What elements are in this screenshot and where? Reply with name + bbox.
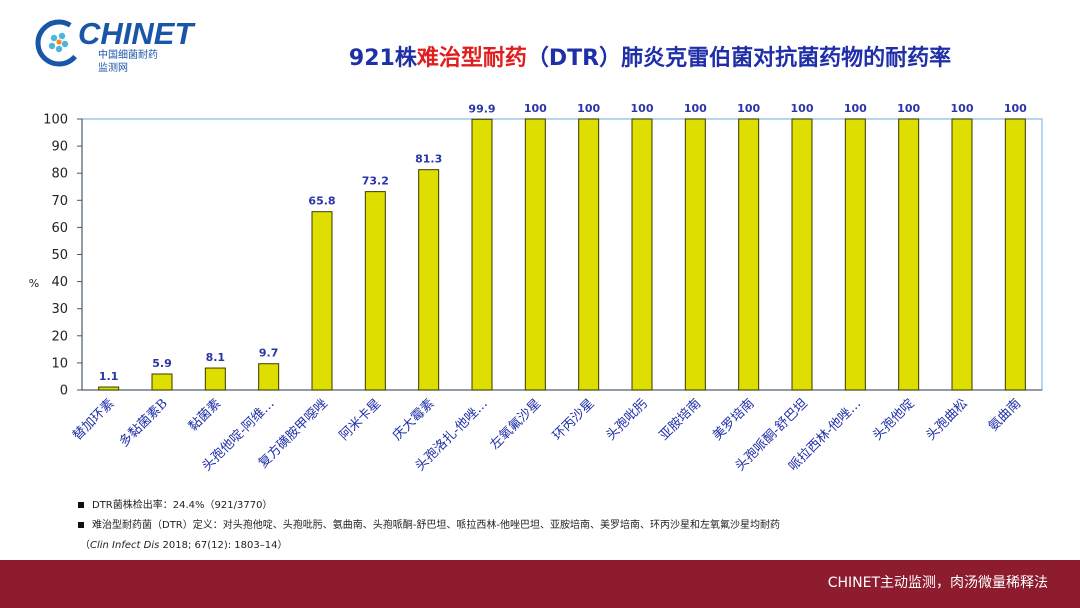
bar [578,118,600,391]
note-reference: （Clin Infect Dis 2018; 67(12): 1803–14） [78,536,780,556]
data-label: 100 [737,102,760,115]
y-tick-label: 50 [51,248,68,263]
bullet-icon [78,502,84,508]
data-label: 9.7 [259,347,279,360]
footer-text: CHINET主动监测，肉汤微量稀释法 [827,575,1048,591]
data-label: 100 [684,102,707,115]
category-label: 亚胺培南 [656,396,704,444]
data-label: 100 [524,102,547,115]
bar [951,118,973,391]
category-label: 阿米卡星 [337,396,384,443]
reference-details: 2018; 67(12): 1803–14） [159,540,288,551]
footer-bar: CHINET主动监测，肉汤微量稀释法 [0,560,1080,608]
reference-open: （ [80,540,90,551]
data-label: 81.3 [415,153,442,166]
bar [684,118,706,391]
slide-title: 921株难治型耐药（DTR）肺炎克雷伯菌对抗菌药物的耐药率 [0,44,1080,74]
plot-area [81,118,1043,391]
category-label: 头孢他啶 [870,396,917,443]
y-tick-label: 10 [51,356,68,371]
data-label: 100 [791,102,814,115]
note-detection-rate: DTR菌株检出率：24.4%（921/3770） [92,500,273,511]
data-label: 99.9 [468,102,495,115]
globe-icon [35,19,83,67]
bar [844,118,866,391]
bar [364,191,386,391]
y-tick-label: 20 [51,329,68,344]
category-label: 左氧氟沙星 [488,396,545,453]
data-label: 65.8 [308,195,335,208]
note-dtr-definition: 难治型耐药菌（DTR）定义：对头孢他啶、头孢吡肟、氨曲南、头孢哌酮-舒巴坦、哌拉… [92,520,780,531]
bar [791,118,813,391]
logo-subtitle-1: 中国细菌耐药 [98,50,158,61]
bullet-icon [78,522,84,528]
bar [204,367,226,391]
chinet-logo: CHINET 中国细菌耐药 监测网 [34,16,193,82]
y-tick-label: 80 [51,167,68,182]
y-axis-label: % [29,277,39,290]
data-label: 8.1 [206,351,226,364]
note-row-1: DTR菌株检出率：24.4%（921/3770） [78,496,780,516]
category-label: 美罗培南 [709,396,757,444]
bar [98,386,120,391]
category-label: 替加环素 [70,396,117,443]
bar [418,169,440,391]
bar [471,118,493,391]
data-label: 100 [1004,102,1027,115]
logo-brand: CHINET [78,16,194,51]
data-label: 5.9 [152,357,172,370]
bar [151,373,173,391]
title-part-2: 难治型耐药 [416,46,527,71]
notes-block: DTR菌株检出率：24.4%（921/3770） 难治型耐药菌（DTR）定义：对… [78,496,780,556]
reference-journal: Clin Infect Dis [90,540,160,551]
bar [524,118,546,391]
category-label: 环丙沙星 [550,396,597,443]
data-label: 100 [951,102,974,115]
category-label: 黏菌素 [185,396,224,435]
y-tick-label: 60 [51,221,68,236]
category-label: 头孢曲松 [923,396,970,443]
category-label: 氨曲南 [985,396,1024,435]
y-tick-label: 90 [51,140,68,155]
bar [738,118,760,391]
bar [898,118,920,391]
title-part-3: （DTR）肺炎克雷伯菌对抗菌药物的耐药率 [526,46,952,71]
bar [311,211,333,391]
category-label: 头孢吡肟 [603,396,650,443]
bar [1004,118,1026,391]
note-row-2: 难治型耐药菌（DTR）定义：对头孢他啶、头孢吡肟、氨曲南、头孢哌酮-舒巴坦、哌拉… [78,516,780,536]
data-label: 100 [897,102,920,115]
bar [631,118,653,391]
data-label: 100 [577,102,600,115]
y-tick-label: 70 [51,194,68,209]
bar [258,363,280,391]
logo-subtitle-2: 监测网 [98,63,128,74]
data-label: 73.2 [362,175,389,188]
y-tick-label: 100 [43,113,68,128]
data-label: 100 [844,102,867,115]
y-tick-label: 30 [51,302,68,317]
y-tick-label: 0 [60,384,68,399]
title-part-1: 921株 [348,46,417,71]
category-label: 多黏菌素B [116,396,171,451]
data-label: 100 [631,102,654,115]
data-label: 1.1 [99,370,119,383]
category-label: 庆大霉素 [390,396,437,443]
bar-chart: 0 10 20 30 40 50 60 70 80 90 100% 1.1 替加环素 5.9 多黏菌素B 8.… [29,102,1043,474]
y-tick-label: 40 [51,275,68,290]
